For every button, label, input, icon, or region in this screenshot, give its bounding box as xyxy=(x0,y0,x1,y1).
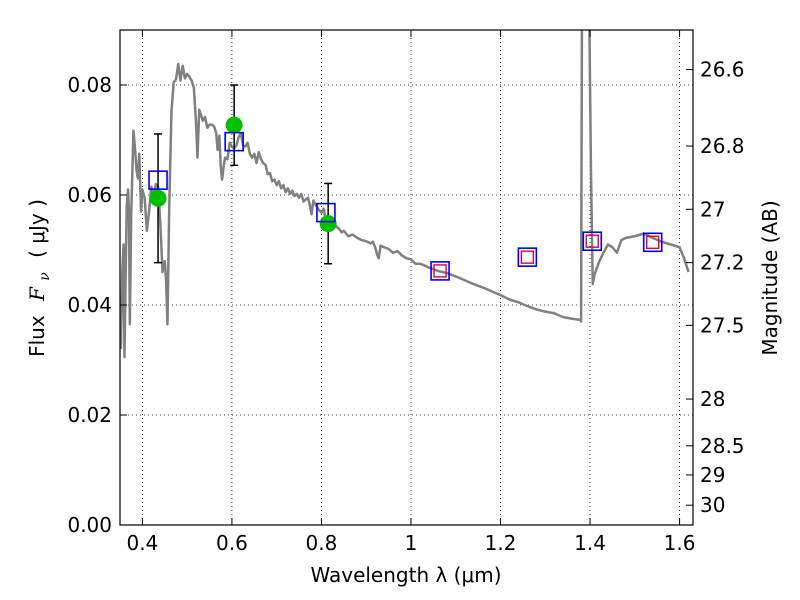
y-tick-label: 0.04 xyxy=(67,293,112,317)
model-photometry-square xyxy=(642,232,663,253)
model-photometry-square xyxy=(316,202,336,223)
model-photometry-square xyxy=(430,261,450,281)
predicted-photometry-square xyxy=(646,235,660,250)
x-tick-label: 0.8 xyxy=(306,531,338,555)
right-tick-label: 29 xyxy=(700,463,725,487)
x-tick-label: 0.4 xyxy=(126,531,158,555)
svg-text:Flux F ν ( μ: Flux F ν ( μJy ) xyxy=(25,199,54,357)
grid xyxy=(120,30,693,525)
model-photometry-square xyxy=(148,170,168,190)
model-photometry-square xyxy=(582,231,603,251)
markers-layer xyxy=(148,84,663,281)
predicted-photometry-square xyxy=(433,264,447,278)
x-ticks: 0.4 0.6 0.8 1 1.2 1.4 1.6 xyxy=(126,30,695,555)
sed-series-line xyxy=(120,30,690,359)
y-axis-label: Flux F ν ( μJy ) xyxy=(25,199,54,357)
predicted-photometry-square xyxy=(520,250,535,264)
observed-flux-point xyxy=(225,116,243,134)
model-photometry-square xyxy=(517,247,538,267)
x-axis-label: Wavelength λ (μm) xyxy=(310,563,501,587)
right-axis-label: Magnitude (AB) xyxy=(758,200,782,355)
predicted-photometry-square xyxy=(585,234,599,248)
right-tick-label: 30 xyxy=(700,493,725,517)
y-axis-label-subscript: ν xyxy=(37,272,53,281)
y-tick-label: 0.08 xyxy=(67,73,112,97)
right-tick-label: 28.5 xyxy=(700,434,745,458)
model-photometry-square xyxy=(224,131,244,152)
x-tick-label: 1.2 xyxy=(485,531,517,555)
x-tick-label: 1.4 xyxy=(574,531,606,555)
y-axis-label-symbol: F xyxy=(25,286,49,302)
y-axis-label-prefix: Flux xyxy=(25,315,49,357)
right-tick-label: 27.5 xyxy=(700,313,745,337)
x-tick-label: 1.6 xyxy=(664,531,696,555)
right-tick-label: 26.6 xyxy=(700,58,745,82)
x-tick-label: 0.6 xyxy=(216,531,248,555)
right-tick-label: 27 xyxy=(700,197,725,221)
x-tick-label: 1 xyxy=(405,531,418,555)
right-tick-label: 26.8 xyxy=(700,134,745,158)
right-tick-label: 27.2 xyxy=(700,251,745,275)
plot-frame xyxy=(119,29,694,526)
y-tick-label: 0.00 xyxy=(67,513,112,537)
observed-flux-point xyxy=(319,215,337,233)
y-ticks: 0.00 0.02 0.04 0.06 0.08 xyxy=(67,73,127,537)
y-tick-label: 0.06 xyxy=(67,183,112,207)
y-tick-label: 0.02 xyxy=(67,403,112,427)
observed-flux-point xyxy=(149,189,167,207)
right-ticks: 26.6 26.8 27 27.2 27.5 28 28.5 29 30 xyxy=(686,58,745,517)
plot-area xyxy=(120,30,693,525)
y-axis-label-unit: ( μJy ) xyxy=(25,199,49,258)
right-tick-label: 28 xyxy=(700,387,725,411)
